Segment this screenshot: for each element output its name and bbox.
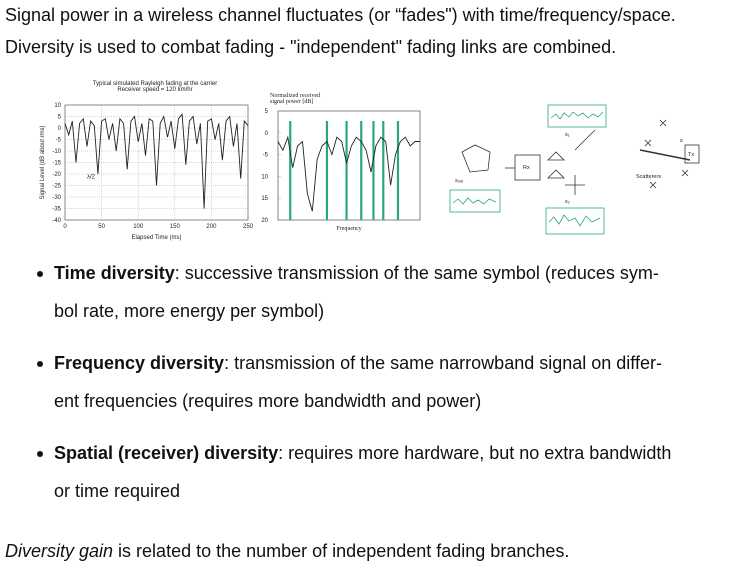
antennas xyxy=(547,151,565,179)
y-tick-label: 5 xyxy=(265,109,269,115)
text: : successive transmission of the same sy… xyxy=(175,263,659,283)
x-axis-label: Elapsed Time (ms) xyxy=(131,235,181,241)
bullet xyxy=(37,271,43,277)
y-tick-label: 0 xyxy=(265,131,269,137)
y-tick-label: -40 xyxy=(52,218,61,224)
term: Frequency diversity xyxy=(54,353,224,373)
chart-title: signal power [dB] xyxy=(270,99,313,105)
arrow xyxy=(639,149,691,161)
label: Tx xyxy=(688,152,694,158)
y-tick-label: -5 xyxy=(263,153,269,159)
y-tick-label: 5 xyxy=(58,115,62,121)
label: sₒᵤₜ xyxy=(455,178,464,184)
paragraph: Signal power in a wireless channel fluct… xyxy=(5,5,676,25)
line xyxy=(64,113,249,209)
text: : transmission of the same narrowband si… xyxy=(224,353,662,373)
arrow xyxy=(574,129,596,151)
bullet-line: Frequency diversity: transmission of the… xyxy=(54,353,662,373)
x-tick-label: 150 xyxy=(170,224,181,230)
tx-box xyxy=(684,144,700,164)
x-axis-label: Frequency xyxy=(336,226,361,232)
y-axis-label: Signal Level (dB about rms) xyxy=(40,125,46,199)
scatter-shape xyxy=(461,144,491,173)
signal-trace xyxy=(550,111,604,120)
y-tick-label: -15 xyxy=(52,161,61,167)
plot-frame xyxy=(277,110,421,221)
diagram-labels: Rx Tx Scatterers s₁ s₂ sₒᵤₜ s xyxy=(455,132,694,205)
y-tick-label: -10 xyxy=(52,149,61,155)
x-tick-label: 100 xyxy=(133,224,144,230)
chart-title: Normalized received xyxy=(270,93,320,99)
signal-box xyxy=(547,104,607,128)
line xyxy=(277,135,420,212)
y-tick-label: 20 xyxy=(261,218,268,224)
signal-trace xyxy=(548,214,601,227)
bullet-line: ent frequencies (requires more bandwidth… xyxy=(54,391,481,411)
bullet xyxy=(37,451,43,457)
y-tick-label: -25 xyxy=(52,184,61,190)
scatterers xyxy=(644,119,689,189)
label: Scatterers xyxy=(636,174,661,180)
y-tick-label: -5 xyxy=(56,138,62,144)
x-tick-label: 200 xyxy=(206,224,217,230)
bullet xyxy=(37,361,43,367)
paragraph: Diversity is used to combat fading - "in… xyxy=(5,37,616,57)
label: s₂ xyxy=(565,199,570,205)
y-tick-label: -20 xyxy=(52,172,61,178)
y-tick-label: 0 xyxy=(58,126,62,132)
y-tick-label: -30 xyxy=(52,195,61,201)
label: s xyxy=(680,138,683,144)
plot-frame xyxy=(64,104,249,221)
chart-title: Receiver speed = 120 km/hr xyxy=(117,87,192,93)
x-tick-label: 250 xyxy=(243,224,254,230)
y-tick-label: -35 xyxy=(52,207,61,213)
y-tick-label: 15 xyxy=(261,196,268,202)
bullet-line: bol rate, more energy per symbol) xyxy=(54,301,324,321)
chart-title: Typical simulated Rayleigh fading at the… xyxy=(93,81,217,87)
bullet-line: Time diversity: successive transmission … xyxy=(54,263,659,283)
annotation: λ/2 xyxy=(87,175,96,181)
signal-trace xyxy=(452,197,497,205)
term: Spatial (receiver) diversity xyxy=(54,443,278,463)
y-tick-label: 10 xyxy=(261,174,268,180)
rx-box xyxy=(514,154,541,181)
x-tick-label: 0 xyxy=(63,224,67,230)
label: s₁ xyxy=(565,132,570,138)
signal-box xyxy=(545,207,605,235)
bullet-line: or time required xyxy=(54,481,180,501)
closing: Diversity gain is related to the number … xyxy=(5,541,569,561)
emphasis: Diversity gain xyxy=(5,541,113,561)
term: Time diversity xyxy=(54,263,175,283)
signal-box xyxy=(449,189,501,213)
text: is related to the number of independent … xyxy=(113,541,569,561)
y-tick-label: 10 xyxy=(54,103,61,109)
text: : requires more hardware, but no extra b… xyxy=(278,443,671,463)
label: Rx xyxy=(523,165,530,171)
diagram xyxy=(449,104,700,235)
x-tick-label: 50 xyxy=(98,224,105,230)
bullet-line: Spatial (receiver) diversity: requires m… xyxy=(54,443,671,463)
